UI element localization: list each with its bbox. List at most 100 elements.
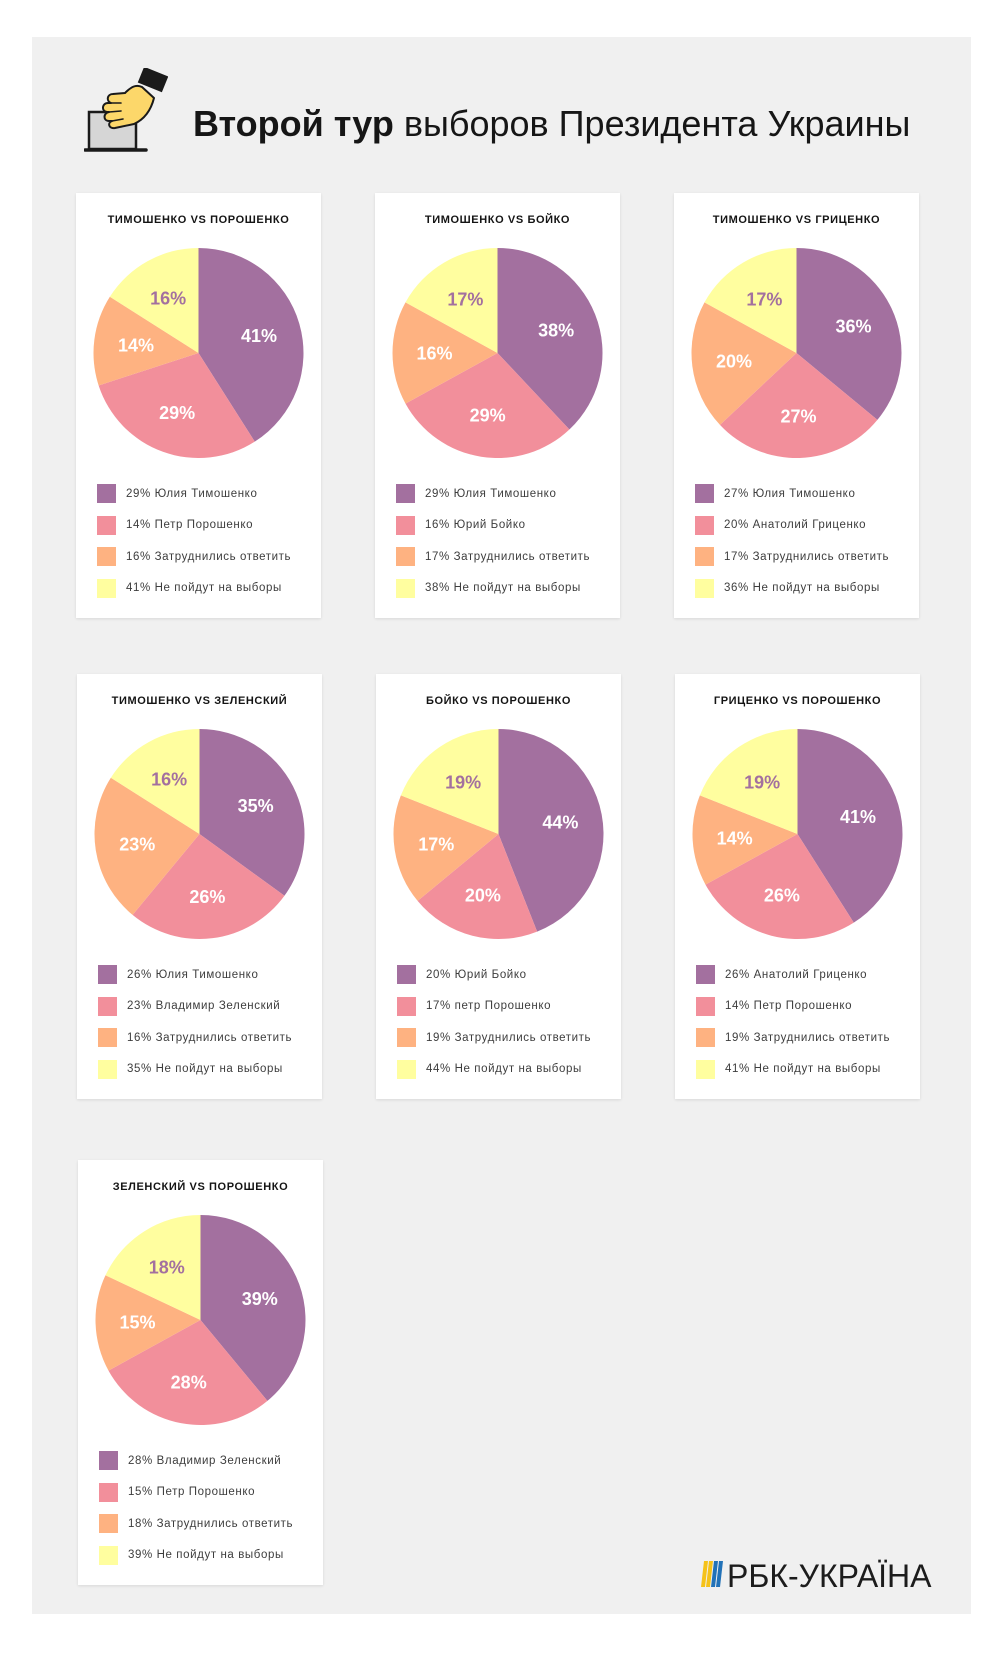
legend-item: 16% Юрий Бойко [396,515,590,535]
legend-swatch-purple [397,965,416,984]
legend-swatch-orange [695,547,714,566]
legend-label: 29% Юлия Тимошенко [425,487,557,500]
pie-slice-orange [393,795,499,901]
legend-swatch-yellow [695,578,714,598]
legend-item: 44% Не пойдут на выборы [397,1059,591,1079]
pie-slice-purple [797,729,903,923]
pie-slice-orange [692,795,798,885]
ballot-box-icon [84,68,168,152]
chart-card-timoshenko-vs-zelensky: ТИМОШЕНКО VS ЗЕЛЕНСКИЙ 35% 26% 23% 16% 26% … [77,674,322,1099]
legend-swatch-pink [396,515,415,535]
legend-swatch-pink [97,515,116,535]
chart-card-timoshenko-vs-boyko: ТИМОШЕНКО VS БОЙКО 38% 29% 16% 17% 29% Юлия… [375,193,620,618]
chart-card-timoshenko-vs-poroshenko: ТИМОШЕНКО VS ПОРОШЕНКО 41% 29% 14% 16% 29% … [76,193,321,618]
legend-item: 27% Юлия Тимошенко [695,484,889,503]
chart-title: ТИМОШЕНКО VS ЗЕЛЕНСКИЙ [111,695,288,707]
legend-swatch-purple [97,484,116,503]
pie-label-yellow: 18% [149,1257,185,1277]
legend-item: 16% Затруднились ответить [98,1028,292,1047]
pie-slice-yellow [704,248,797,353]
pie-label-pink: 27% [780,406,816,426]
legend-label: 19% Затруднились ответить [725,1031,891,1044]
legend-swatch-orange [99,1514,118,1533]
pie-chart: 36% 27% 20% 17% [691,248,902,458]
pie-chart: 38% 29% 16% 17% [392,248,603,458]
pie-slice-yellow [109,248,199,353]
chart-legend: 28% Владимир Зеленский 15% Петр Порошенк… [99,1451,293,1577]
chart-card-timoshenko-vs-gritsenko: ТИМОШЕНКО VS ГРИЦЕНКО 36% 27% 20% 17% 27% Ю… [674,193,919,618]
legend-item: 26% Юлия Тимошенко [98,965,292,984]
legend-label: 14% Петр Порошенко [126,519,254,531]
chart-title: ЗЕЛЕНСКИЙ VS ПОРОШЕНКО [112,1181,289,1193]
pie-slice-yellow [699,729,798,834]
rbc-ukraina-logo-mark-icon [701,1561,723,1587]
pie-label-orange: 17% [418,834,454,854]
pie-slice-purple [199,729,305,896]
chart-card-gritsenko-vs-poroshenko: ГРИЦЕНКО VS ПОРОШЕНКО 41% 26% 14% 19% 26% А… [675,674,920,1099]
pie-label-purple: 41% [840,807,876,827]
legend-swatch-orange [98,1028,117,1047]
legend-swatch-yellow [98,1059,117,1079]
legend-item: 29% Юлия Тимошенко [396,484,590,503]
pie-slice-pink [405,353,570,458]
pie-slice-pink [417,834,538,940]
legend-swatch-yellow [97,578,116,598]
legend-label: 18% Затруднились ответить [128,1517,294,1530]
pie-label-yellow: 17% [447,289,483,309]
pie-slice-yellow [400,729,499,834]
legend-label: 41% Не пойдут на выборы [725,1063,881,1075]
legend-item: 29% Юлия Тимошенко [97,484,291,503]
pie-label-yellow: 16% [151,769,187,789]
pie-slice-orange [93,296,199,386]
chart-title: ТИМОШЕНКО VS БОЙКО [424,214,571,226]
legend-label: 41% Не пойдут на выборы [126,582,282,594]
legend-item: 16% Затруднились ответить [97,547,291,566]
legend-label: 16% Затруднились ответить [126,550,292,563]
legend-item: 17% петр Порошенко [397,996,591,1016]
pie-chart: 44% 20% 17% 19% [393,729,604,940]
chart-legend: 29% Юлия Тимошенко 14% Петр Порошенко 16… [97,484,291,610]
legend-label: 26% Юлия Тимошенко [127,968,259,981]
legend-label: 19% Затруднились ответить [426,1031,592,1044]
pie-slice-yellow [110,729,200,834]
pie-slice-pink [705,834,854,939]
pie-label-orange: 14% [717,828,753,848]
pie-slice-purple [796,248,902,420]
legend-item: 39% Не пойдут на выборы [99,1545,293,1565]
pie-label-pink: 29% [159,403,195,423]
legend-label: 20% Анатолий Гриценко [724,519,867,531]
chart-legend: 29% Юлия Тимошенко 16% Юрий Бойко 17% За… [396,484,590,610]
legend-swatch-purple [98,965,117,984]
pie-label-purple: 36% [835,317,871,337]
pie-slice-orange [691,302,797,425]
legend-label: 35% Не пойдут на выборы [127,1063,283,1075]
pie-label-pink: 26% [764,886,800,906]
pie-label-purple: 41% [241,326,277,346]
legend-item: 15% Петр Порошенко [99,1482,293,1502]
pie-label-yellow: 17% [746,289,782,309]
legend-swatch-pink [695,515,714,535]
chart-legend: 27% Юлия Тимошенко 20% Анатолий Гриценко… [695,484,889,610]
legend-label: 28% Владимир Зеленский [128,1454,282,1467]
pie-label-orange: 20% [716,351,752,371]
pie-label-pink: 29% [470,406,506,426]
legend-item: 36% Не пойдут на выборы [695,578,889,598]
legend-swatch-pink [397,996,416,1016]
pie-label-yellow: 16% [150,288,186,308]
legend-label: 26% Анатолий Гриценко [725,968,868,981]
pie-label-yellow: 19% [744,772,780,792]
pie-slice-purple [497,248,603,430]
legend-item: 41% Не пойдут на выборы [97,578,291,598]
legend-label: 27% Юлия Тимошенко [724,487,856,500]
pie-slice-pink [108,1320,268,1425]
pie-slice-pink [98,353,255,458]
legend-item: 14% Петр Порошенко [696,996,890,1016]
pie-slice-orange [392,302,498,404]
legend-swatch-purple [99,1451,118,1470]
pie-label-orange: 15% [120,1312,156,1332]
legend-item: 17% Затруднились ответить [396,547,590,566]
legend-label: 17% Затруднились ответить [425,550,591,563]
legend-swatch-orange [97,547,116,566]
pie-label-purple: 44% [542,813,578,833]
page-title-bold: Второй тур [193,103,394,144]
